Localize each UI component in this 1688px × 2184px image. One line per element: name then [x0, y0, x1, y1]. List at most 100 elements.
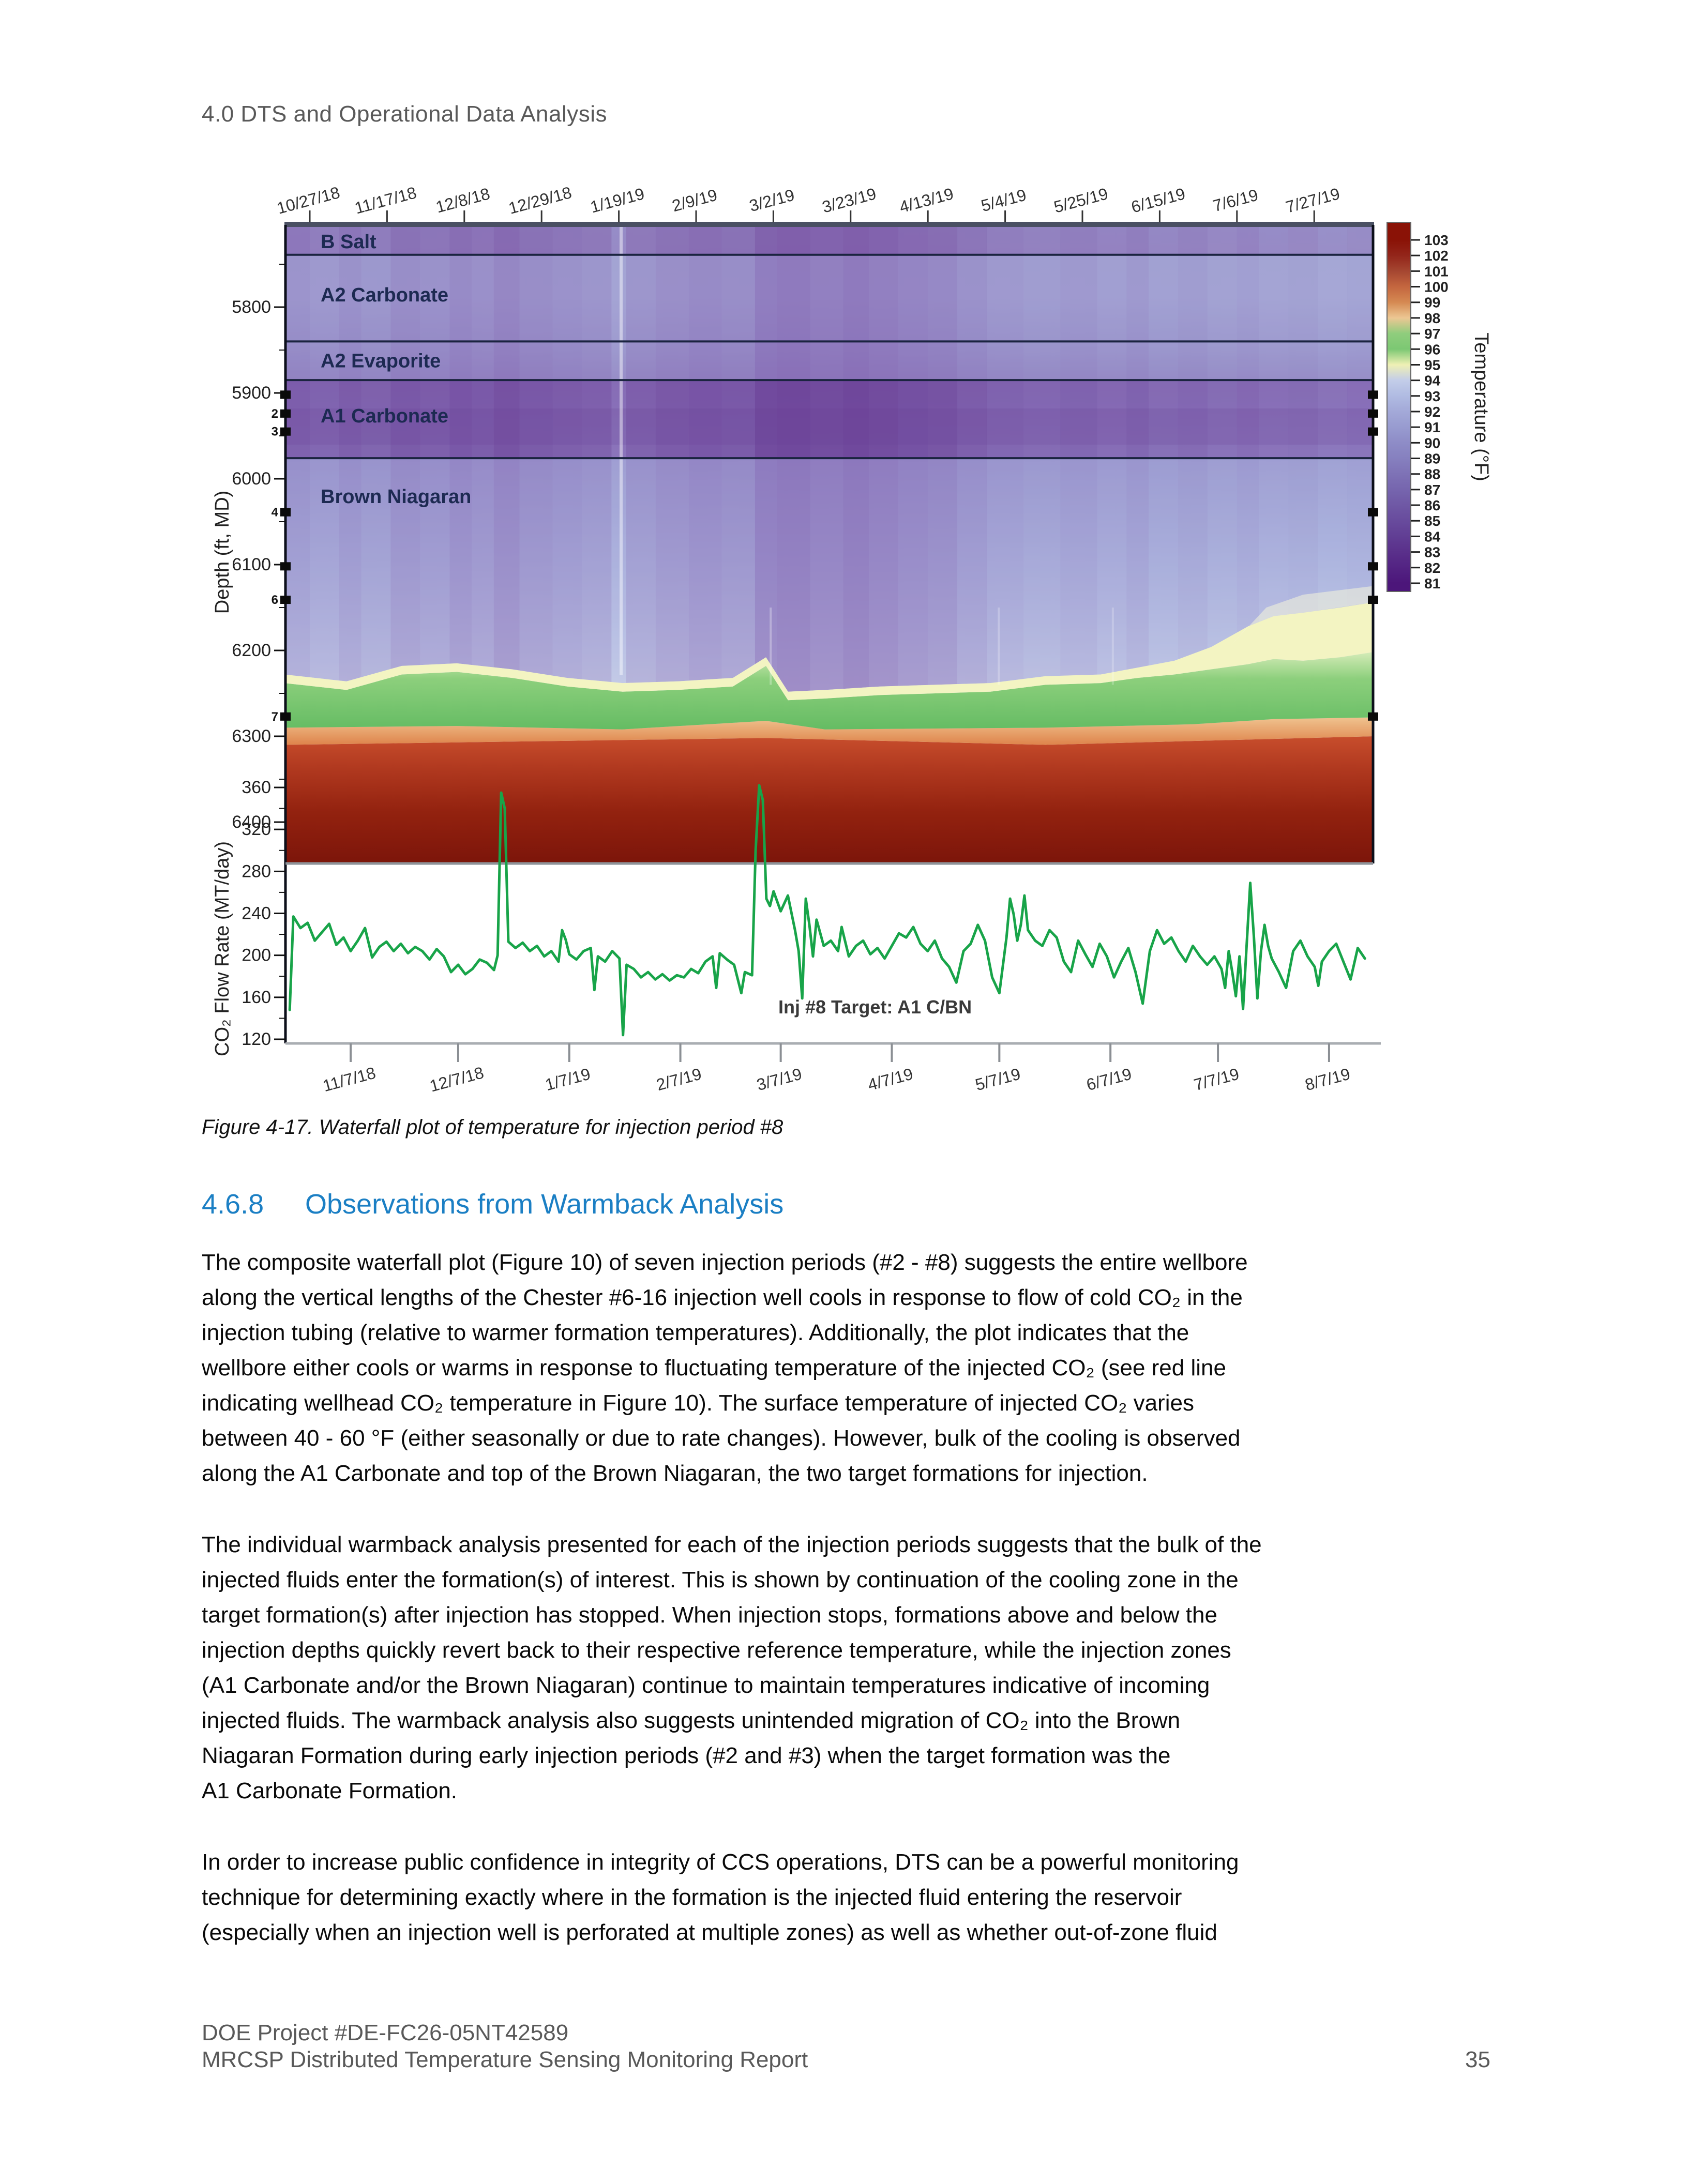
perforation-marker-right	[1368, 596, 1378, 604]
figure-caption: Figure 4-17. Waterfall plot of temperatu…	[202, 1116, 783, 1139]
time-streak-bsalt	[898, 225, 928, 254]
perforation-marker	[280, 409, 291, 418]
time-streak-bsalt	[957, 225, 987, 254]
top-axis-tick-label: 2/9/19	[670, 186, 719, 215]
colorbar-tick-label: 91	[1424, 419, 1440, 435]
perforation-marker	[280, 562, 291, 571]
flow-tick-label: 360	[242, 778, 271, 797]
top-axis-tick-label: 11/17/18	[353, 186, 418, 218]
colorbar-tick-label: 89	[1424, 451, 1440, 467]
paragraph-line: (A1 Carbonate and/or the Brown Niagaran)…	[202, 1673, 1210, 1698]
colorbar-tick-label: 101	[1424, 263, 1449, 279]
time-streak-bsalt	[310, 225, 339, 254]
flow-tick-label: 120	[242, 1029, 271, 1049]
colorbar-tick-label: 95	[1424, 357, 1440, 373]
perforation-marker	[280, 596, 291, 604]
time-streak	[928, 225, 958, 692]
paragraph-line: injection tubing (relative to warmer for…	[202, 1320, 1189, 1345]
colorbar-tick-label: 96	[1424, 341, 1440, 357]
flow-x-tick-label: 4/7/19	[866, 1064, 915, 1094]
time-streak-a1c	[1318, 381, 1348, 458]
zone-label: Brown Niagaran	[321, 486, 471, 508]
paragraph-line: injection depths quickly revert back to …	[202, 1637, 1231, 1663]
colorbar-tick-label: 92	[1424, 404, 1440, 420]
paragraph-line: injected fluids. The warmback analysis a…	[202, 1708, 1181, 1733]
flow-x-tick-label: 12/7/18	[428, 1063, 486, 1095]
perforation-marker-right	[1368, 508, 1378, 517]
time-streak	[869, 225, 899, 692]
hot-formation-band	[285, 736, 1373, 863]
flow-x-tick-label: 1/7/19	[543, 1064, 592, 1094]
time-streak-a1c	[611, 381, 626, 458]
time-streak-bsalt	[1126, 225, 1149, 254]
time-streak-bsalt	[1259, 225, 1289, 254]
pale-column-streak	[1111, 608, 1114, 685]
colorbar: 1031021011009998979695949392919089888786…	[1386, 222, 1492, 592]
waterfall-figure-svg: B Salt A2 Carbonate A2 Evaporite A1 Carbona…	[212, 183, 1492, 1096]
top-axis-tick-label: 6/15/19	[1129, 186, 1187, 217]
depth-axis: 5800 5900 6000 6100 6200 6300 6400	[232, 264, 285, 832]
time-streak-bsalt	[1178, 225, 1208, 254]
top-axis-tick-label: 3/2/19	[747, 186, 796, 215]
pale-column-streak	[998, 608, 1000, 685]
perforation-marker	[280, 712, 291, 721]
time-streak	[1148, 225, 1178, 692]
green-transition-band	[285, 652, 1373, 730]
flow-x-tick-label: 11/7/18	[321, 1063, 378, 1095]
colorbar-tick-label: 90	[1424, 435, 1440, 451]
time-streak-a1c	[552, 381, 582, 458]
perforation-marker-right	[1368, 390, 1378, 399]
flow-x-tick-label: 5/7/19	[973, 1064, 1022, 1094]
time-streak	[449, 225, 472, 692]
perforation-marker-right	[1368, 409, 1378, 418]
co2-flow-rate-line	[288, 784, 1366, 1037]
footer-report-title: MRCSP Distributed Temperature Sensing Mo…	[202, 2047, 808, 2072]
section-number: 4.6.8	[202, 1189, 264, 1220]
time-streak-bsalt	[519, 225, 553, 254]
perforation-marker-right	[1368, 427, 1378, 436]
perforation-marker	[280, 508, 291, 517]
time-streak-bsalt	[420, 225, 450, 254]
page-header: 4.0 DTS and Operational Data Analysis	[202, 101, 608, 127]
time-streak	[721, 225, 755, 692]
time-streak	[898, 225, 928, 692]
paragraph-line: target formation(s) after injection has …	[202, 1602, 1217, 1628]
time-streak-bsalt	[1237, 225, 1259, 254]
paragraph-line: technique for determining exactly where …	[202, 1885, 1182, 1910]
perforation-marker	[280, 390, 291, 399]
flow-tick-label: 200	[242, 946, 271, 965]
time-streak-a1c	[1126, 381, 1149, 458]
colorbar-tick-label: 88	[1424, 466, 1440, 482]
top-axis-tick-label: 10/27/18	[275, 186, 342, 218]
flow-tick-label: 320	[242, 820, 271, 839]
time-streak-bsalt	[688, 225, 722, 254]
time-streak	[688, 225, 722, 692]
colorbar-tick-label: 98	[1424, 310, 1440, 326]
time-streak-bsalt	[1207, 225, 1237, 254]
orange-transition-band	[285, 717, 1373, 745]
time-streak-bsalt	[285, 225, 310, 254]
paragraph-line: A1 Carbonate Formation.	[202, 1778, 458, 1803]
zone-label: A1 Carbonate	[321, 405, 448, 427]
time-streak-a1c	[339, 381, 361, 458]
thermal-bands	[285, 586, 1373, 863]
time-streak	[519, 225, 553, 692]
time-streak-bsalt	[655, 225, 689, 254]
flow-x-tick-label: 8/7/19	[1303, 1064, 1352, 1094]
time-streak-a1c	[1207, 381, 1237, 458]
time-streak	[843, 225, 869, 692]
time-streak	[626, 225, 656, 692]
top-axis-tick-label: 12/8/18	[434, 186, 492, 217]
time-streak	[755, 225, 777, 692]
time-streak	[611, 225, 626, 692]
time-streak-a1c	[986, 381, 1024, 458]
paragraph: In order to increase public confidence i…	[202, 1845, 1526, 1950]
time-streak	[1126, 225, 1149, 692]
time-streak-bsalt	[755, 225, 777, 254]
plot-top-border	[284, 222, 1374, 227]
colorbar-tick-label: 84	[1424, 528, 1441, 544]
top-axis-tick-label: 7/27/19	[1284, 186, 1342, 217]
paragraph-line: The individual warmback analysis present…	[202, 1532, 1262, 1557]
top-date-axis: 10/27/18 11/17/18 12/8/18 12/29/18 1/19/19 2/…	[275, 183, 1342, 222]
time-streak	[552, 225, 582, 692]
